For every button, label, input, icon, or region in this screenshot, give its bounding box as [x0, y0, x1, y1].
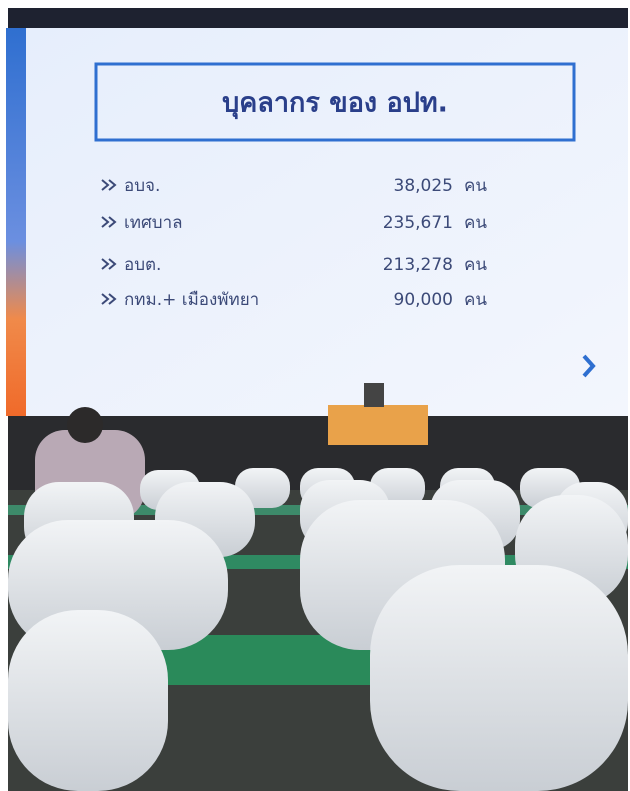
row-value: 235,671	[383, 213, 453, 233]
speaker	[364, 383, 384, 407]
row-label: อบจ.	[124, 176, 160, 196]
row-unit: คน	[464, 176, 487, 196]
row-label: เทศบาล	[124, 213, 183, 233]
screen-stripe	[6, 28, 26, 416]
row-label: อบต.	[124, 255, 161, 275]
slide-title: บุคลากร ของ อปท.	[222, 88, 448, 120]
photo: บุคลากร ของ อปท. อบจ.38,025คนเทศบาล235,6…	[0, 0, 630, 791]
row-label: กทม.+ เมืองพัทยา	[124, 290, 259, 310]
page: บุคลากร ของ อปท. อบจ.38,025คนเทศบาล235,6…	[0, 0, 630, 791]
row-unit: คน	[464, 290, 487, 310]
row-value: 38,025	[394, 176, 453, 196]
row-value: 90,000	[394, 290, 453, 310]
audience-head	[67, 407, 103, 443]
screen	[6, 28, 628, 416]
row-value: 213,278	[383, 255, 453, 275]
podium	[328, 405, 428, 445]
row-unit: คน	[464, 255, 487, 275]
row-unit: คน	[464, 213, 487, 233]
